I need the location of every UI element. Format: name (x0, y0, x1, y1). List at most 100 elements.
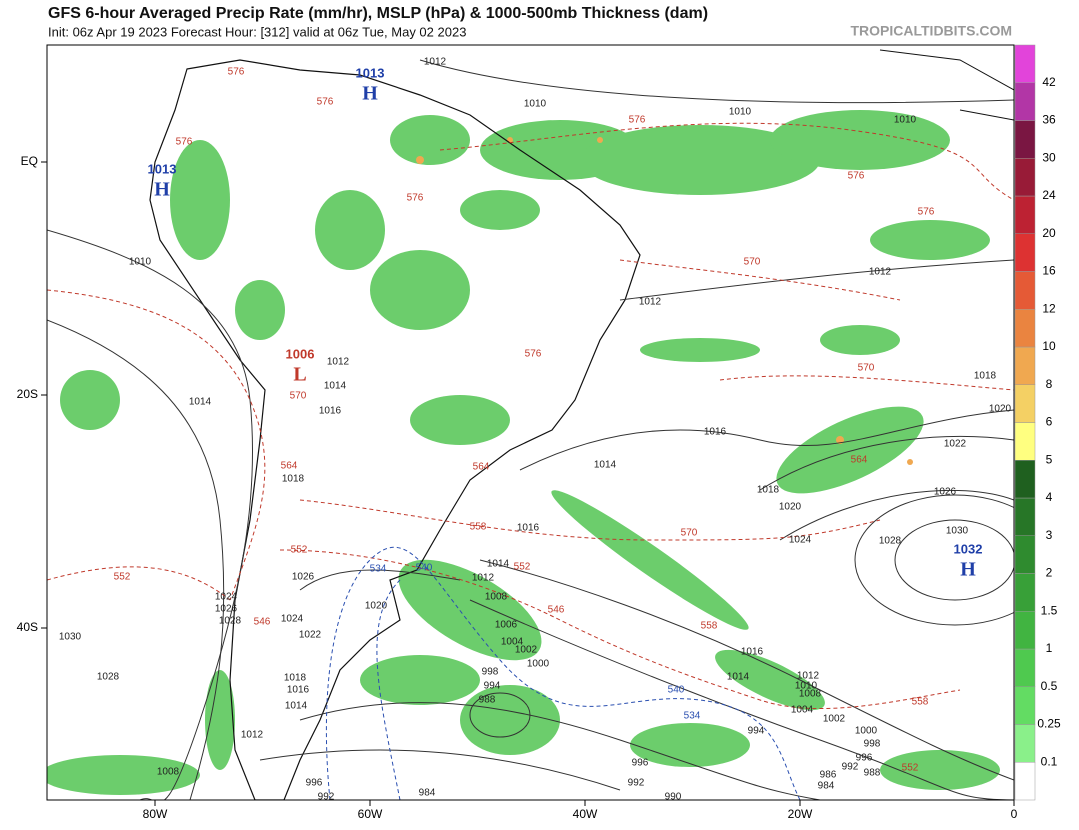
center-value: 1032 (954, 541, 983, 556)
thickness-label: 564 (851, 455, 868, 466)
center-value: 1013 (356, 65, 385, 80)
isobar-label: 1028 (879, 536, 902, 547)
isobar-label: 1010 (894, 115, 917, 126)
isobar-label: 1010 (729, 107, 752, 118)
isobar-label: 996 (632, 758, 649, 769)
coastline (149, 59, 641, 800)
thickness-label: 570 (744, 257, 761, 268)
thickness-label: 552 (291, 545, 308, 556)
thickness-label: 552 (114, 572, 131, 583)
isobar-label: 998 (482, 667, 499, 678)
colorbar-cell (1014, 271, 1036, 310)
thickness-label: 534 (370, 564, 387, 575)
isobar-label: 1026 (292, 572, 315, 583)
colorbar-label: 30 (1042, 150, 1056, 164)
colorbar-label: 24 (1042, 188, 1056, 202)
isobar-label: 1014 (594, 460, 617, 471)
isobar-label: 984 (818, 781, 835, 792)
isobar-label: 1022 (299, 630, 322, 641)
colorbar-label: 42 (1042, 75, 1056, 89)
colorbar-cell (1014, 460, 1036, 499)
isobar-label: 1000 (855, 726, 878, 737)
thickness-label: 552 (514, 562, 531, 573)
isobar-label: 1012 (327, 357, 350, 368)
lon-label: 0 (1011, 807, 1018, 821)
isobar-label: 1012 (869, 267, 892, 278)
isobar-label: 994 (484, 681, 501, 692)
colorbar-label: 1 (1046, 641, 1053, 655)
isobar-label: 992 (318, 792, 335, 803)
thickness-label: 540 (416, 563, 433, 574)
isobar-label: 1010 (524, 99, 547, 110)
isobar-label: 1024 (789, 535, 812, 546)
center-letter: H (154, 179, 170, 201)
colorbar-label: 0.5 (1041, 679, 1058, 693)
colorbar-cell (1014, 762, 1036, 801)
isobar-label: 1014 (189, 397, 212, 408)
isobar-label: 1026 (934, 487, 957, 498)
africa-coast (879, 49, 1014, 121)
colorbar-cell (1014, 686, 1036, 725)
isobar-label: 1016 (287, 685, 310, 696)
isobar-label: 1014 (324, 381, 347, 392)
isobar-label: 1024 (281, 614, 304, 625)
colorbar-label: 0.1 (1041, 754, 1058, 768)
colorbar-cell (1014, 346, 1036, 385)
isobar-label: 1026 (215, 604, 238, 615)
isobar-label: 1018 (284, 673, 307, 684)
thickness-label: 570 (681, 528, 698, 539)
colorbar-label: 8 (1046, 377, 1053, 391)
center-value: 1006 (286, 346, 315, 361)
lat-label: 20S (17, 387, 38, 401)
colorbar-label: 6 (1046, 415, 1053, 429)
colorbar-cell (1014, 82, 1036, 121)
thickness-label: 552 (902, 763, 919, 774)
isobar-label: 1008 (799, 689, 822, 700)
isobar-label: 1006 (495, 620, 518, 631)
thickness-label: 576 (407, 193, 424, 204)
center-letter: H (362, 83, 378, 105)
isobar-label: 1028 (219, 616, 242, 627)
lat-label: EQ (21, 154, 38, 168)
isobar-label: 1002 (823, 714, 846, 725)
isobar-label: 1000 (527, 659, 550, 670)
colorbar-cell (1014, 233, 1036, 272)
colorbar-label: 10 (1042, 339, 1056, 353)
isobar-label: 1012 (639, 297, 662, 308)
isobar-label: 1012 (472, 573, 495, 584)
isobar-label: 992 (842, 762, 859, 773)
isobar-label: 1014 (487, 559, 510, 570)
thickness-label: 576 (228, 67, 245, 78)
thickness-label: 546 (548, 605, 565, 616)
colorbar-label: 20 (1042, 226, 1056, 240)
thickness-label: 576 (848, 171, 865, 182)
isobar-label: 1020 (779, 502, 802, 513)
thickness-label: 540 (668, 685, 685, 696)
isobar-label: 1020 (365, 601, 388, 612)
contour-labels: 1013H1013H1006L1032H10121010101010101010… (59, 57, 1012, 803)
isobar-label: 1008 (485, 592, 508, 603)
isobar-label: 1010 (129, 257, 152, 268)
thickness-label: 558 (701, 621, 718, 632)
isobar-label: 992 (628, 778, 645, 789)
colorbar-cell (1014, 648, 1036, 687)
thickness-low (325, 547, 801, 800)
isobar-label: 1022 (944, 439, 967, 450)
lat-label: 40S (17, 620, 38, 634)
isobar-label: 1012 (797, 671, 820, 682)
isobar-label: 994 (748, 726, 765, 737)
thickness-label: 564 (473, 462, 490, 473)
map-frame (46, 44, 1015, 801)
thickness-label: 576 (629, 115, 646, 126)
thickness-label: 564 (281, 461, 298, 472)
colorbar-cell (1014, 535, 1036, 574)
map-area: 1013H1013H1006L1032H10121010101010101010… (47, 45, 1014, 803)
isobar-label: 1030 (946, 526, 969, 537)
isobar-label: 1018 (974, 371, 997, 382)
colorbar-cell (1014, 309, 1036, 348)
isobar-label: 1018 (757, 485, 780, 496)
center-letter: H (960, 559, 976, 581)
lon-label: 20W (788, 807, 813, 821)
colorbar-label: 16 (1042, 264, 1056, 278)
